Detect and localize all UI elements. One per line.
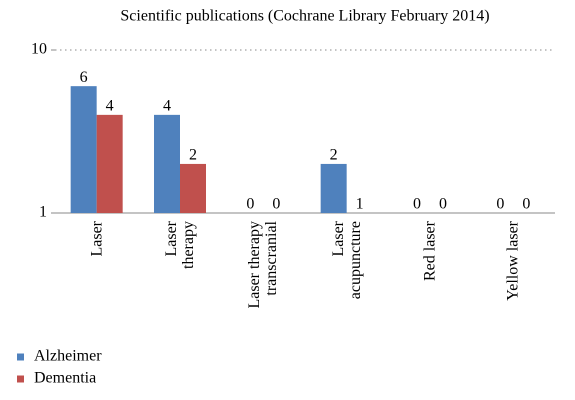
bar [154,114,180,213]
value-label: 1 [356,196,364,213]
legend-label: Dementia [34,370,96,387]
x-tick-label: Red laser [421,221,439,281]
value-label: 2 [330,147,338,164]
chart-title: Scientific publications (Cochrane Librar… [120,8,489,25]
bar [70,86,97,213]
legend-swatch [17,353,24,361]
value-label: 0 [246,196,254,213]
y-tick-label: 10 [31,41,47,58]
value-label: 0 [272,196,280,213]
value-label: 6 [80,69,88,86]
x-tick-label: Laser acupuncture [329,221,364,300]
value-label: 4 [106,98,114,115]
x-tick-label: Laser [88,221,106,257]
legend-label: Alzheimer [34,348,102,365]
value-label: 4 [163,98,171,115]
x-tick-label: Laser therapy transcranial [246,221,281,309]
bar [320,163,347,213]
value-label: 0 [522,196,530,213]
legend-swatch [17,375,24,383]
value-label: 2 [189,147,197,164]
bar [180,163,206,213]
x-tick-label: Laser therapy [163,221,197,269]
bar [96,114,123,213]
value-label: 0 [413,196,421,213]
y-tick-label: 1 [39,204,47,221]
value-label: 0 [439,196,447,213]
x-tick-label: Yellow laser [504,221,522,301]
value-label: 0 [496,196,504,213]
